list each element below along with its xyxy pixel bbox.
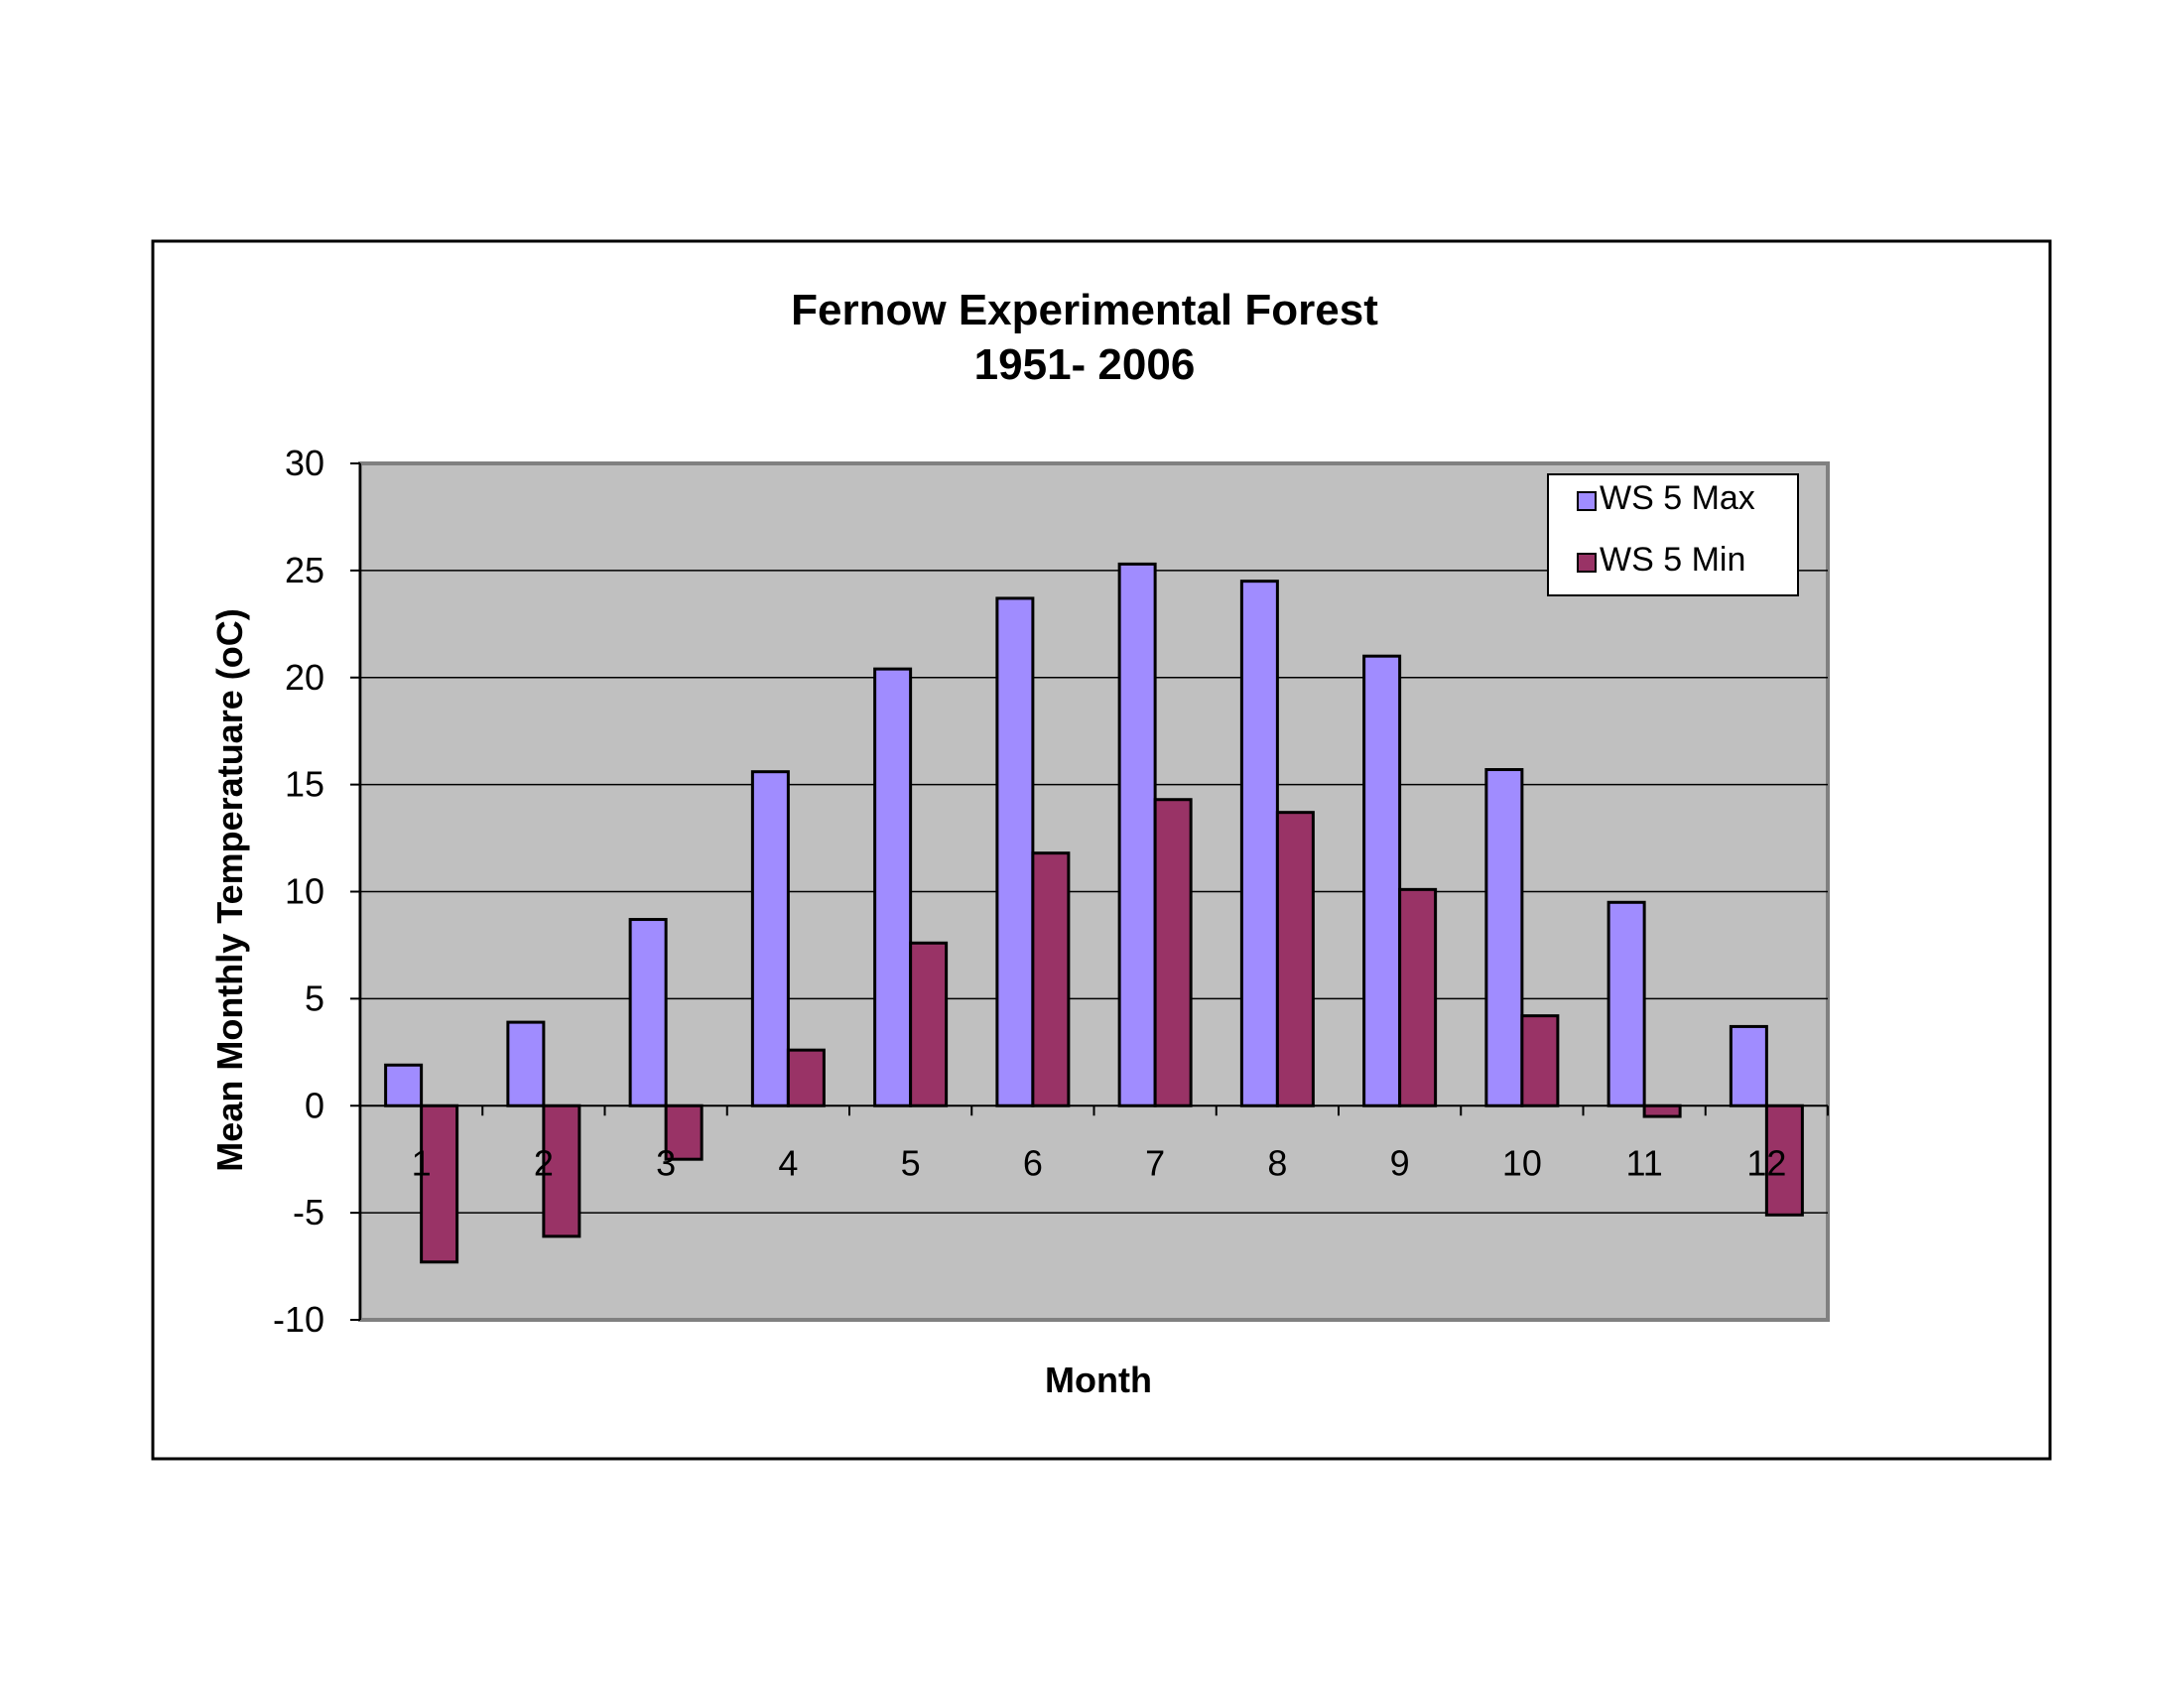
y-tick-label: 15 — [285, 764, 324, 805]
legend-label: WS 5 Min — [1600, 541, 1745, 579]
bar-max — [995, 596, 1035, 1107]
bar-min — [420, 1104, 459, 1264]
bar-max — [1362, 654, 1402, 1107]
x-tick-label: 1 — [412, 1142, 432, 1183]
bar-max — [1239, 580, 1279, 1107]
legend-swatch — [1577, 553, 1597, 573]
bar-max — [1484, 768, 1524, 1107]
y-tick-label: 0 — [305, 1085, 324, 1125]
y-tick-label: 20 — [285, 657, 324, 698]
legend-label: WS 5 Max — [1600, 479, 1755, 517]
bar-max — [873, 667, 913, 1107]
bar-max — [506, 1020, 546, 1107]
chart-title: Fernow Experimental Forest — [791, 286, 1378, 334]
bar-min — [1031, 851, 1071, 1107]
bar-max — [1729, 1024, 1768, 1107]
legend-swatch — [1577, 491, 1597, 511]
y-axis-title: Mean Monthly Temperatuare (oC) — [209, 608, 250, 1171]
chart-subtitle: 1951- 2006 — [974, 340, 1196, 389]
bar-max — [1606, 900, 1646, 1107]
x-tick-label: 6 — [1023, 1142, 1043, 1183]
bar-min — [1520, 1014, 1560, 1107]
x-tick-label: 5 — [901, 1142, 921, 1183]
bar-min — [1642, 1104, 1682, 1118]
x-axis-title: Month — [1045, 1360, 1152, 1400]
y-tick-labels: 30 25 20 15 10 5 0 -5 -10 — [273, 443, 324, 1340]
bar-max — [628, 918, 668, 1107]
y-tick-label: -5 — [293, 1192, 324, 1233]
axes — [350, 462, 1829, 1321]
y-tick-label: 25 — [285, 550, 324, 590]
x-tick-label: 8 — [1267, 1142, 1287, 1183]
x-tick-labels: 1 2 3 4 5 6 7 8 9 10 11 12 — [412, 1142, 1787, 1183]
bar-min — [786, 1048, 826, 1107]
x-tick-label: 11 — [1625, 1142, 1662, 1183]
bar-max — [384, 1063, 424, 1107]
x-tick-label: 12 — [1746, 1142, 1786, 1183]
x-tick-label: 10 — [1502, 1142, 1542, 1183]
x-tick-label: 7 — [1145, 1142, 1165, 1183]
legend: WS 5 Max WS 5 Min — [1547, 473, 1799, 596]
bar-min — [1153, 798, 1193, 1107]
x-tick-label: 9 — [1390, 1142, 1410, 1183]
x-tick-label: 2 — [534, 1142, 554, 1183]
bar-min — [1275, 811, 1315, 1107]
x-tick-label: 3 — [656, 1142, 676, 1183]
y-tick-label: -10 — [273, 1299, 324, 1340]
bar-min — [909, 941, 949, 1107]
bar-max — [1117, 562, 1157, 1107]
bar-min — [1398, 887, 1438, 1107]
y-tick-label: 5 — [305, 977, 324, 1018]
x-tick-label: 4 — [778, 1142, 798, 1183]
bar-min — [1764, 1104, 1804, 1217]
y-tick-label: 10 — [285, 871, 324, 912]
y-tick-label: 30 — [285, 443, 324, 483]
bar-max — [750, 770, 790, 1107]
bars — [384, 562, 1804, 1264]
